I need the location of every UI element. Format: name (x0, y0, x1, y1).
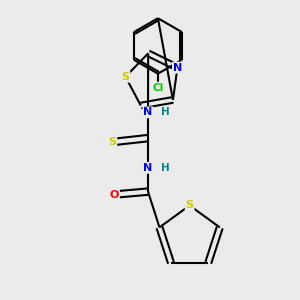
Text: S: S (122, 72, 130, 82)
Text: N: N (173, 63, 182, 73)
Text: N: N (143, 107, 153, 117)
Text: S: S (108, 137, 116, 147)
Text: N: N (143, 163, 153, 173)
Text: H: H (161, 163, 170, 173)
Text: Cl: Cl (152, 82, 164, 93)
Text: S: S (186, 200, 194, 211)
Text: O: O (110, 190, 119, 200)
Text: H: H (161, 107, 170, 117)
